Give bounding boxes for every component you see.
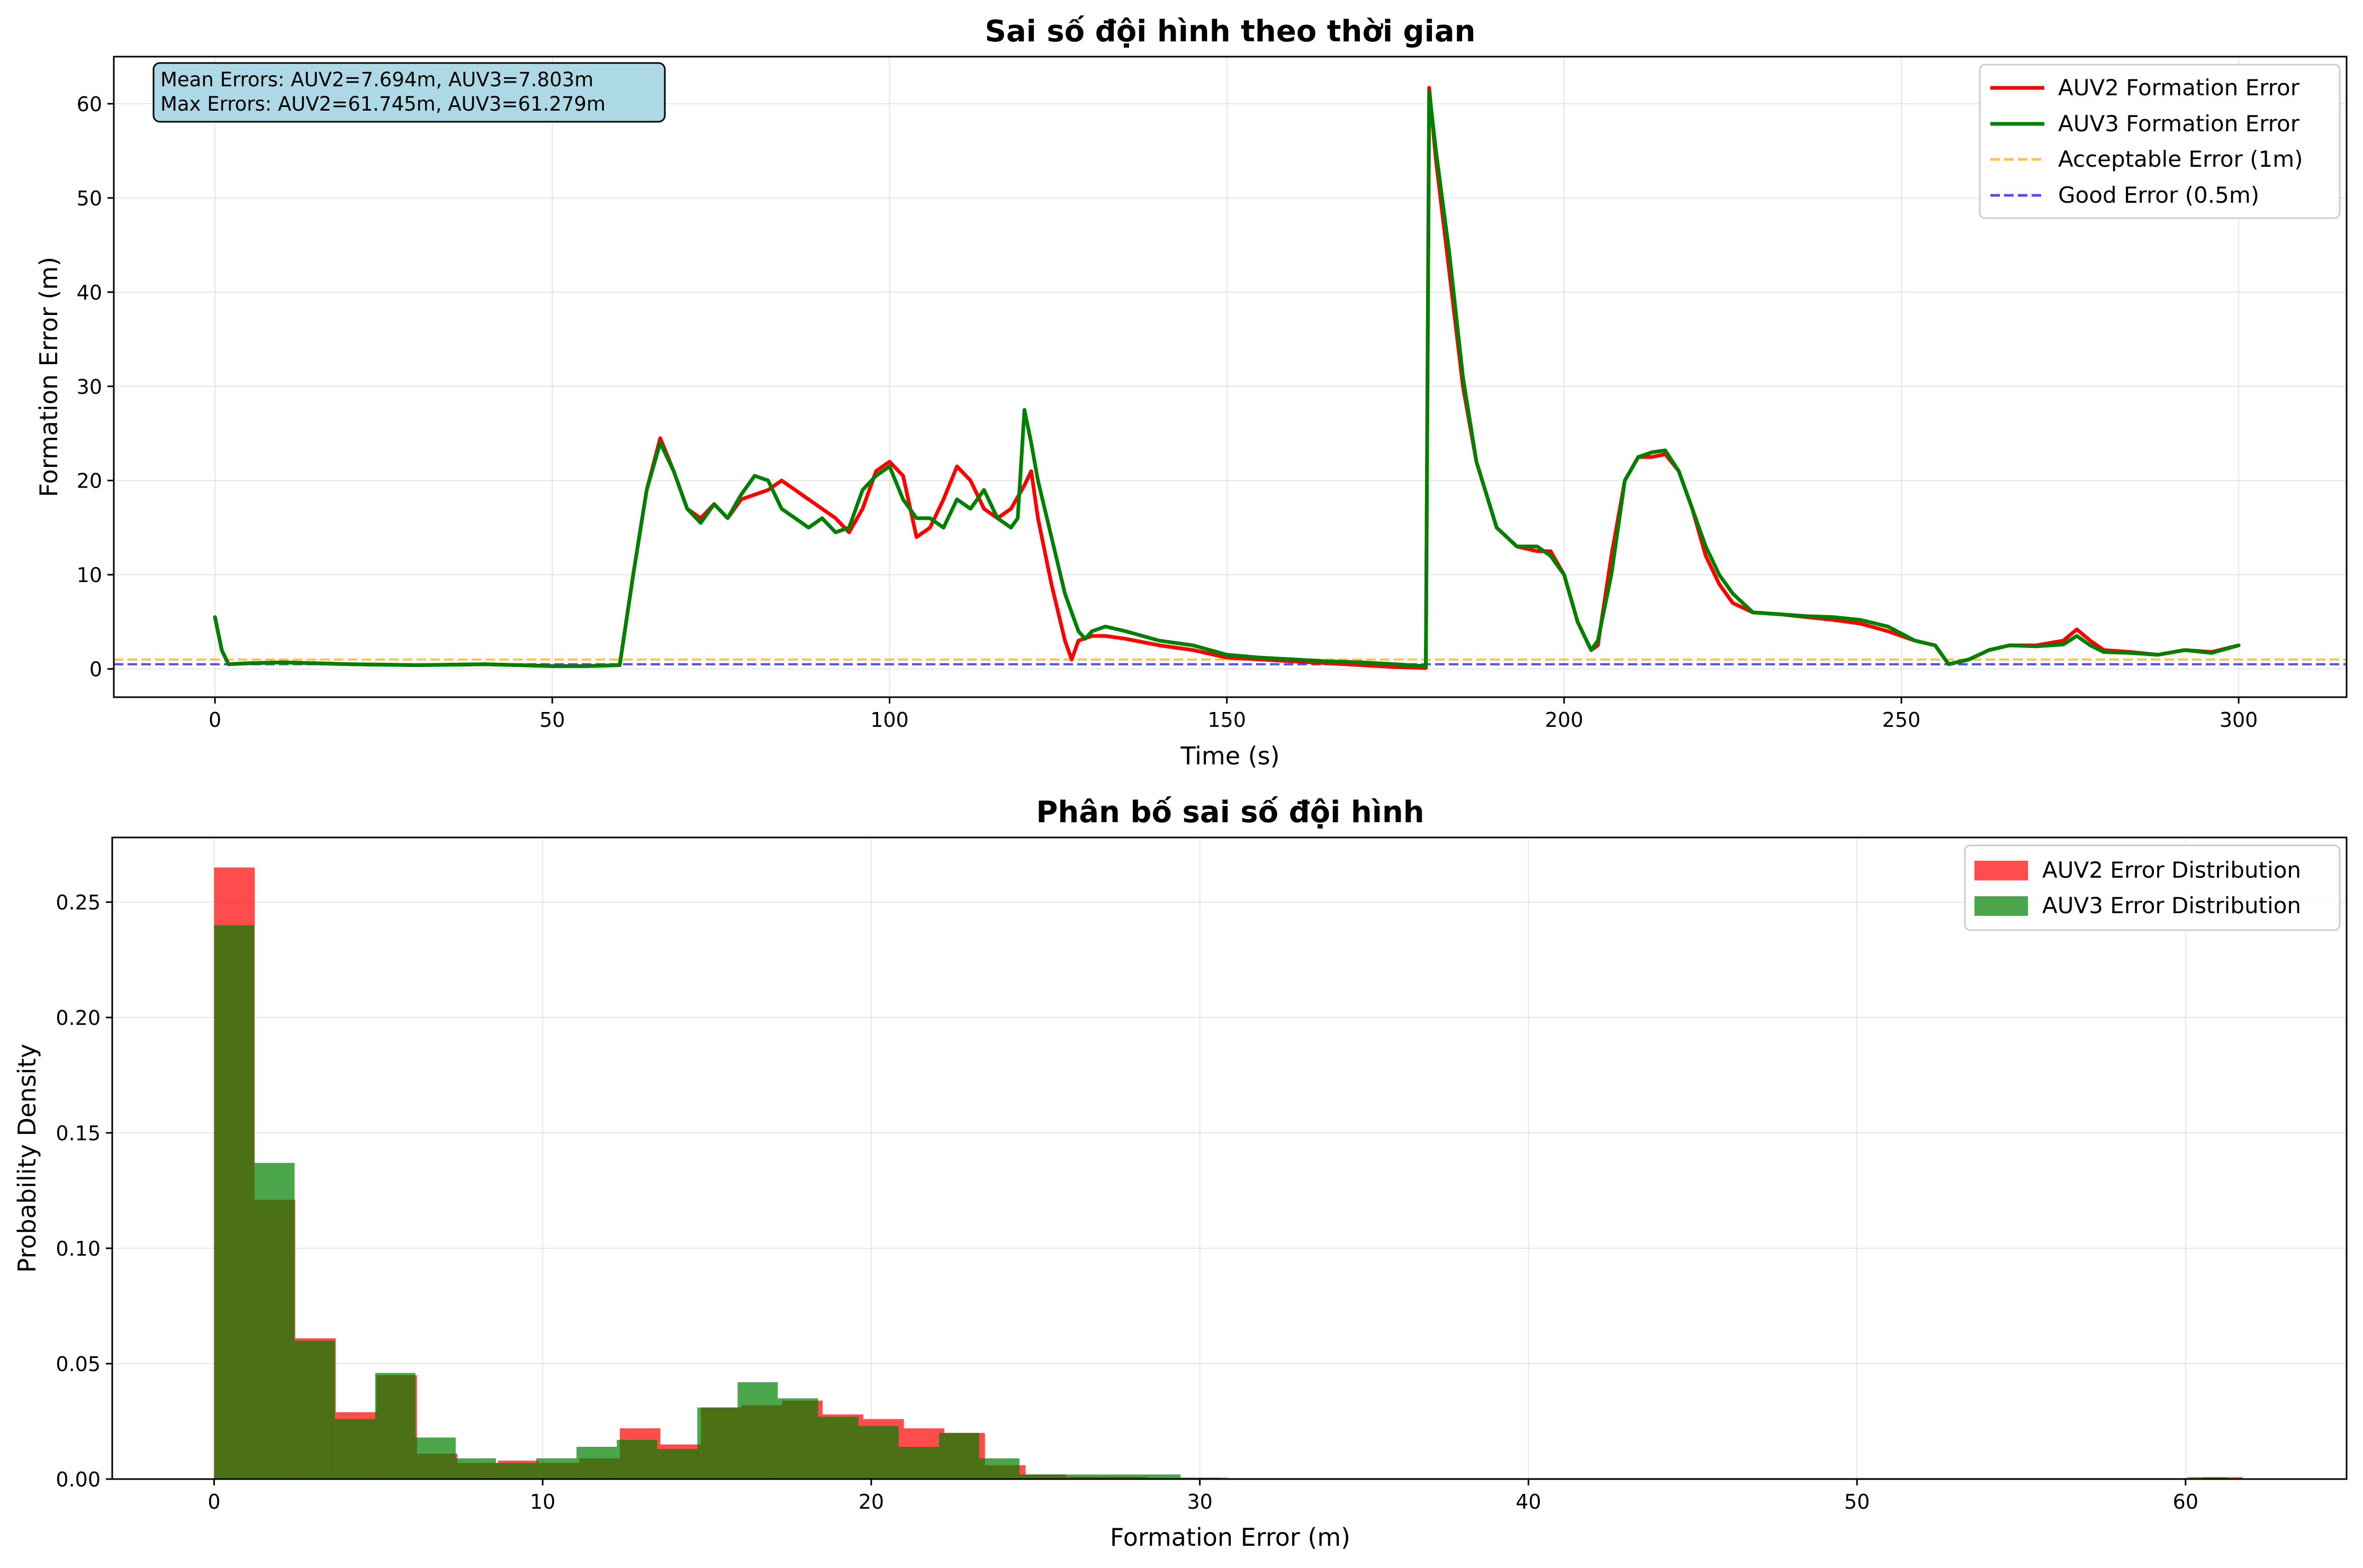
auv3-histogram-bar bbox=[576, 1447, 617, 1479]
auv3-histogram-bar bbox=[214, 925, 255, 1479]
y-tick-label: 0.05 bbox=[56, 1353, 101, 1376]
y-tick-label: 0.15 bbox=[56, 1122, 101, 1145]
auv3-histogram-bar bbox=[858, 1426, 899, 1479]
line-chart-title: Sai số đội hình theo thời gian bbox=[985, 14, 1476, 49]
x-tick-label: 250 bbox=[1882, 708, 1921, 732]
auv3-histogram-bar bbox=[1100, 1474, 1141, 1479]
auv3-histogram-bar bbox=[617, 1439, 657, 1479]
auv3-histogram-bar bbox=[536, 1458, 577, 1479]
histogram-legend: AUV2 Error Distribution AUV3 Error Distr… bbox=[1964, 844, 2341, 931]
auv3-histogram-bar bbox=[375, 1373, 416, 1479]
annotation-box-background bbox=[152, 62, 666, 123]
x-tick-label: 0 bbox=[209, 708, 221, 732]
histogram-y-axis-label: Probability Density bbox=[13, 1044, 41, 1273]
y-tick-label: 0.10 bbox=[56, 1237, 101, 1260]
annotation-max-errors: Max Errors: AUV2=61.745m, AUV3=61.279m bbox=[160, 93, 606, 115]
auv3-error-line bbox=[213, 89, 2241, 668]
auv3-histogram-bar bbox=[1020, 1474, 1060, 1479]
legend-label-auv3-distribution: AUV3 Error Distribution bbox=[2042, 893, 2301, 918]
auv3-histogram-bar bbox=[294, 1340, 335, 1479]
x-tick-label: 40 bbox=[1516, 1490, 1541, 1513]
x-tick-label: 60 bbox=[2173, 1490, 2198, 1513]
x-tick-label: 20 bbox=[859, 1490, 884, 1513]
auv3-histogram-bar bbox=[818, 1417, 859, 1479]
y-tick-label: 50 bbox=[77, 187, 102, 210]
line-chart: 0 50 100 150 200 250 300 0 10 20 30 40 50 60 Sai số đ… bbox=[34, 14, 2348, 770]
x-tick-label: 50 bbox=[539, 708, 565, 732]
auv3-histogram-bar bbox=[1060, 1474, 1101, 1479]
line-chart-ticks: 0 50 100 150 200 250 300 0 10 20 30 40 50 60 bbox=[77, 93, 2258, 732]
x-tick-label: 150 bbox=[1207, 708, 1246, 732]
legend-swatch-auv3-distribution bbox=[1974, 896, 2028, 916]
x-tick-label: 0 bbox=[208, 1490, 220, 1513]
auv3-histogram-bar bbox=[335, 1419, 375, 1479]
legend-label-auv2: AUV2 Formation Error bbox=[2058, 75, 2300, 101]
line-chart-legend-frame bbox=[1979, 64, 2341, 219]
y-tick-label: 60 bbox=[77, 93, 102, 116]
annotation-mean-errors: Mean Errors: AUV2=7.694m, AUV3=7.803m bbox=[160, 68, 593, 91]
auv3-histogram-bar bbox=[455, 1458, 496, 1479]
x-tick-label: 50 bbox=[1844, 1490, 1870, 1513]
legend-label-auv2-distribution: AUV2 Error Distribution bbox=[2042, 857, 2301, 883]
y-tick-label: 0 bbox=[89, 658, 102, 681]
auv3-histogram-bar bbox=[254, 1163, 295, 1479]
line-chart-y-axis-label: Formation Error (m) bbox=[34, 257, 63, 497]
auv3-histogram-bar bbox=[415, 1437, 456, 1479]
histogram-legend-frame bbox=[1964, 844, 2341, 931]
auv3-histogram-bar bbox=[939, 1432, 979, 1479]
y-tick-label: 0.25 bbox=[56, 891, 101, 914]
line-chart-legend: AUV2 Formation Error AUV3 Formation Erro… bbox=[1979, 64, 2341, 219]
auv3-histogram-bar bbox=[697, 1407, 738, 1479]
histogram-axes-frame bbox=[111, 836, 2348, 1480]
y-tick-label: 0.00 bbox=[56, 1468, 101, 1491]
line-chart-series bbox=[213, 86, 2241, 670]
legend-label-good: Good Error (0.5m) bbox=[2058, 182, 2259, 208]
x-tick-label: 30 bbox=[1187, 1490, 1212, 1513]
y-tick-label: 10 bbox=[77, 564, 102, 587]
auv3-histogram-bar bbox=[2187, 1477, 2228, 1479]
histogram-ticks: 0 10 20 30 40 50 60 0.00 0.05 0.10 0.15 0.20 0.25 bbox=[56, 891, 2198, 1513]
y-tick-label: 0.20 bbox=[56, 1006, 101, 1030]
y-tick-label: 30 bbox=[77, 375, 102, 399]
annotation-box: Mean Errors: AUV2=7.694m, AUV3=7.803m Ma… bbox=[152, 62, 666, 123]
x-tick-label: 300 bbox=[2220, 708, 2258, 732]
auv3-histogram-bar bbox=[898, 1447, 939, 1479]
legend-label-auv3: AUV3 Formation Error bbox=[2058, 111, 2300, 137]
auv3-histogram-bar bbox=[1140, 1474, 1181, 1479]
histogram-title: Phân bố sai số đội hình bbox=[1036, 795, 1424, 830]
auv3-histogram-bar bbox=[979, 1458, 1020, 1479]
legend-label-acceptable: Acceptable Error (1m) bbox=[2058, 146, 2303, 172]
x-tick-label: 200 bbox=[1545, 708, 1584, 732]
legend-swatch-auv2-distribution bbox=[1974, 861, 2028, 880]
auv3-histogram-bar bbox=[657, 1449, 698, 1479]
auv3-histogram-bar bbox=[737, 1382, 778, 1479]
histogram-chart: 0 10 20 30 40 50 60 0.00 0.05 0.10 0.15 0.20 0.25 Ph… bbox=[13, 795, 2348, 1552]
x-tick-label: 10 bbox=[530, 1490, 555, 1513]
x-tick-label: 100 bbox=[870, 708, 909, 732]
auv3-histogram-bar bbox=[496, 1463, 537, 1479]
y-tick-label: 40 bbox=[77, 281, 102, 304]
histogram-x-axis-label: Formation Error (m) bbox=[1110, 1523, 1350, 1552]
auv3-histogram-bar bbox=[778, 1398, 818, 1479]
histogram-bars bbox=[214, 867, 2243, 1479]
line-chart-x-axis-label: Time (s) bbox=[1180, 742, 1279, 770]
line-chart-axes-frame bbox=[113, 56, 2348, 698]
y-tick-label: 20 bbox=[77, 470, 102, 493]
